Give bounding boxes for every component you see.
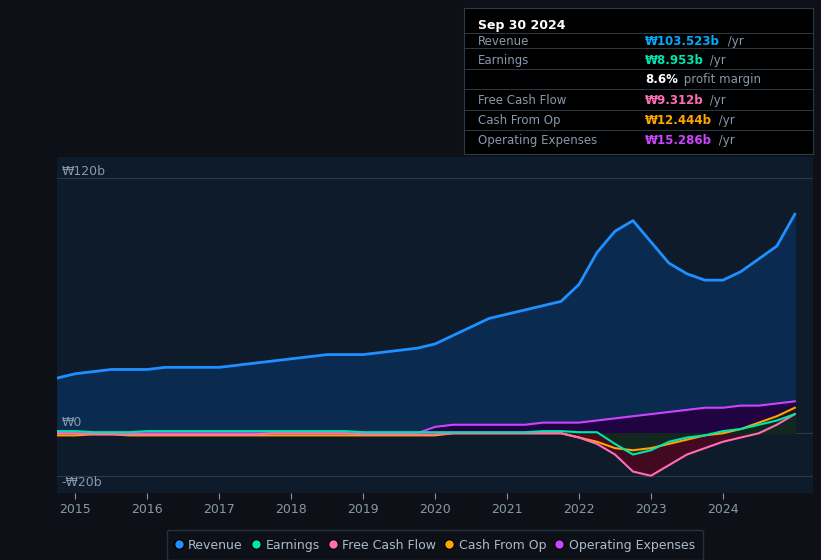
Text: Cash From Op: Cash From Op <box>478 114 560 127</box>
Text: ₩8.953b: ₩8.953b <box>645 54 704 67</box>
Text: Sep 30 2024: Sep 30 2024 <box>478 18 566 31</box>
Text: 8.6%: 8.6% <box>645 73 678 86</box>
Text: ₩15.286b: ₩15.286b <box>645 134 713 147</box>
Text: ₩120b: ₩120b <box>62 165 105 178</box>
Text: -₩20b: -₩20b <box>62 475 102 488</box>
Text: /yr: /yr <box>706 94 726 106</box>
Text: profit margin: profit margin <box>680 73 761 86</box>
Legend: Revenue, Earnings, Free Cash Flow, Cash From Op, Operating Expenses: Revenue, Earnings, Free Cash Flow, Cash … <box>167 530 704 560</box>
Text: ₩9.312b: ₩9.312b <box>645 94 704 106</box>
Text: ₩12.444b: ₩12.444b <box>645 114 713 127</box>
Text: Free Cash Flow: Free Cash Flow <box>478 94 566 106</box>
Text: /yr: /yr <box>715 114 735 127</box>
Text: Revenue: Revenue <box>478 35 530 48</box>
Text: /yr: /yr <box>706 54 726 67</box>
Text: Operating Expenses: Operating Expenses <box>478 134 597 147</box>
Text: ₩0: ₩0 <box>62 416 81 429</box>
Text: /yr: /yr <box>724 35 744 48</box>
Text: ₩103.523b: ₩103.523b <box>645 35 720 48</box>
Text: /yr: /yr <box>715 134 735 147</box>
Text: Earnings: Earnings <box>478 54 530 67</box>
